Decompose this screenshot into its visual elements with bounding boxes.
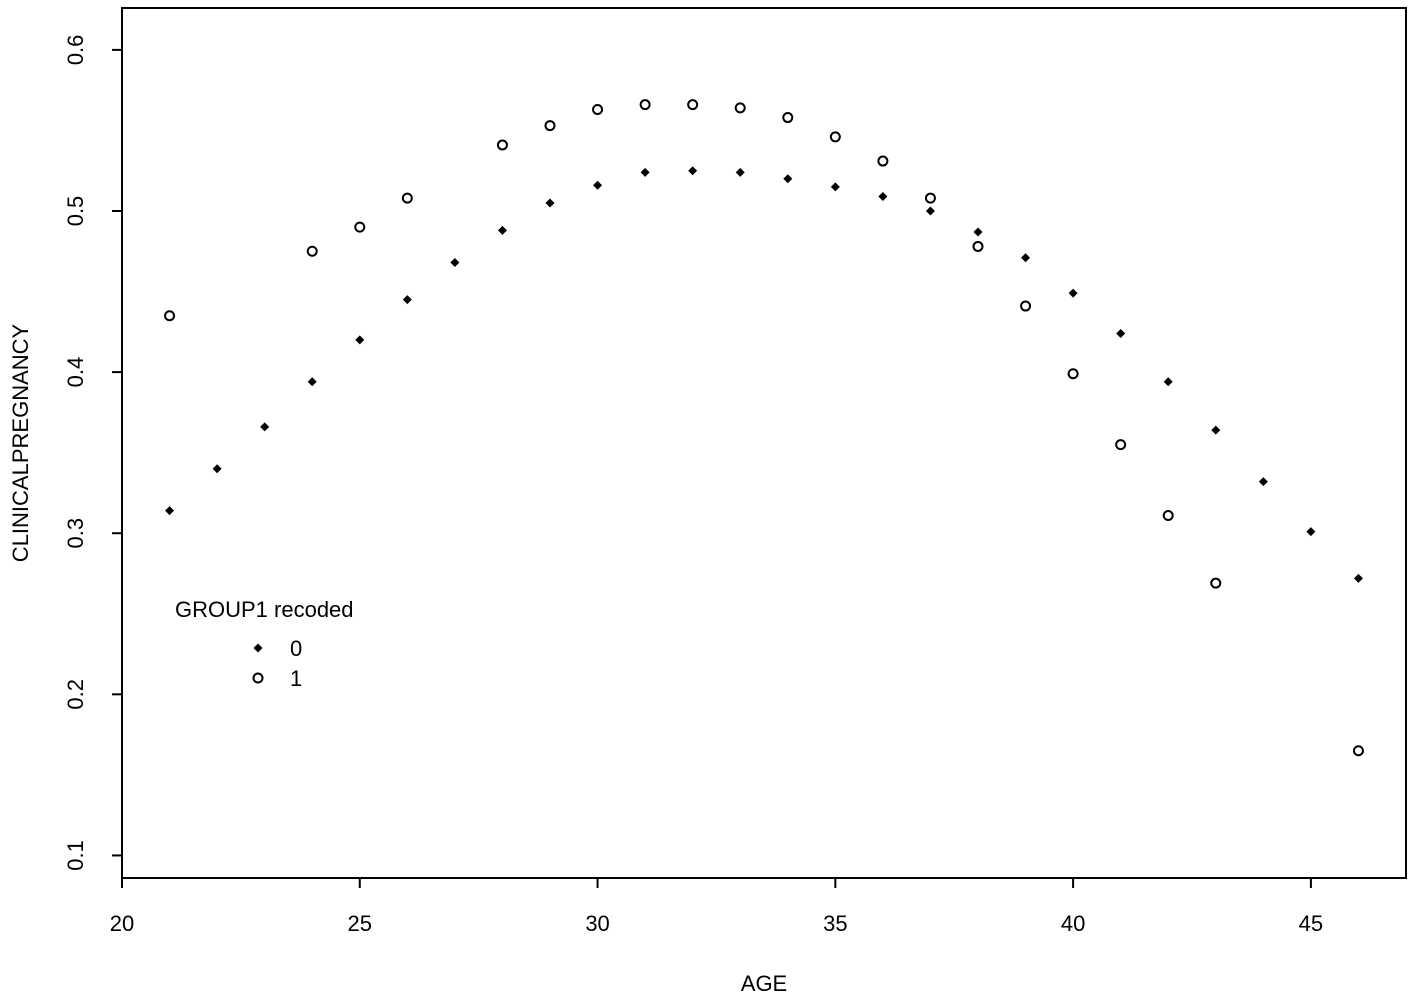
y-tick-label: 0.6: [63, 35, 88, 66]
point: [545, 198, 555, 208]
point: [1115, 439, 1127, 451]
y-tick-label: 0.4: [63, 357, 88, 388]
point: [830, 182, 840, 192]
point: [592, 104, 604, 115]
point: [735, 167, 745, 177]
legend-label: 1: [290, 666, 302, 691]
x-tick-label: 45: [1299, 911, 1323, 936]
point: [1211, 425, 1221, 435]
point: [496, 139, 508, 151]
point: [401, 192, 413, 204]
point: [260, 422, 270, 432]
x-tick-label: 35: [823, 911, 847, 936]
point: [877, 155, 889, 167]
point: [829, 131, 841, 143]
point: [972, 240, 984, 252]
point: [640, 167, 650, 177]
point: [925, 206, 935, 216]
point: [639, 99, 651, 111]
point: [734, 102, 746, 114]
point: [1352, 745, 1364, 757]
point: [1068, 288, 1078, 298]
point: [164, 310, 176, 322]
y-tick-label: 0.5: [63, 196, 88, 227]
point: [924, 192, 936, 204]
point: [878, 192, 888, 201]
point: [544, 120, 556, 132]
point: [212, 464, 222, 474]
plot-frame: [121, 7, 1407, 879]
point: [1353, 573, 1363, 583]
x-tick-label: 20: [110, 911, 134, 936]
point: [687, 99, 699, 111]
x-axis-label: AGE: [741, 971, 787, 996]
y-tick-label: 0.2: [63, 679, 88, 710]
point: [1067, 368, 1079, 380]
x-tick-label: 25: [348, 911, 372, 936]
point: [450, 258, 460, 268]
y-tick-label: 0.3: [63, 518, 88, 549]
point: [782, 112, 794, 124]
point: [1163, 377, 1173, 387]
point: [1116, 328, 1126, 338]
point: [497, 225, 507, 235]
point: [688, 166, 698, 176]
y-axis-label: CLINICALPREGNANCY: [8, 323, 33, 562]
legend-label: 0: [290, 636, 302, 661]
point: [783, 174, 793, 184]
point: [355, 335, 365, 345]
x-tick-label: 30: [585, 911, 609, 936]
legend-marker: [252, 672, 264, 684]
point: [1258, 477, 1268, 487]
point: [306, 245, 318, 257]
point: [1021, 253, 1031, 263]
point: [593, 180, 603, 190]
x-tick-label: 40: [1061, 911, 1085, 936]
point: [1210, 577, 1222, 589]
point: [354, 221, 366, 233]
point: [1162, 510, 1174, 521]
point: [973, 227, 983, 237]
point: [1306, 527, 1316, 537]
point: [1020, 300, 1032, 312]
y-tick-label: 0.1: [63, 840, 88, 871]
legend-marker: [253, 643, 263, 653]
point: [307, 377, 317, 387]
point: [165, 506, 175, 516]
legend-title: GROUP1 recoded: [175, 597, 354, 622]
point: [402, 295, 412, 305]
